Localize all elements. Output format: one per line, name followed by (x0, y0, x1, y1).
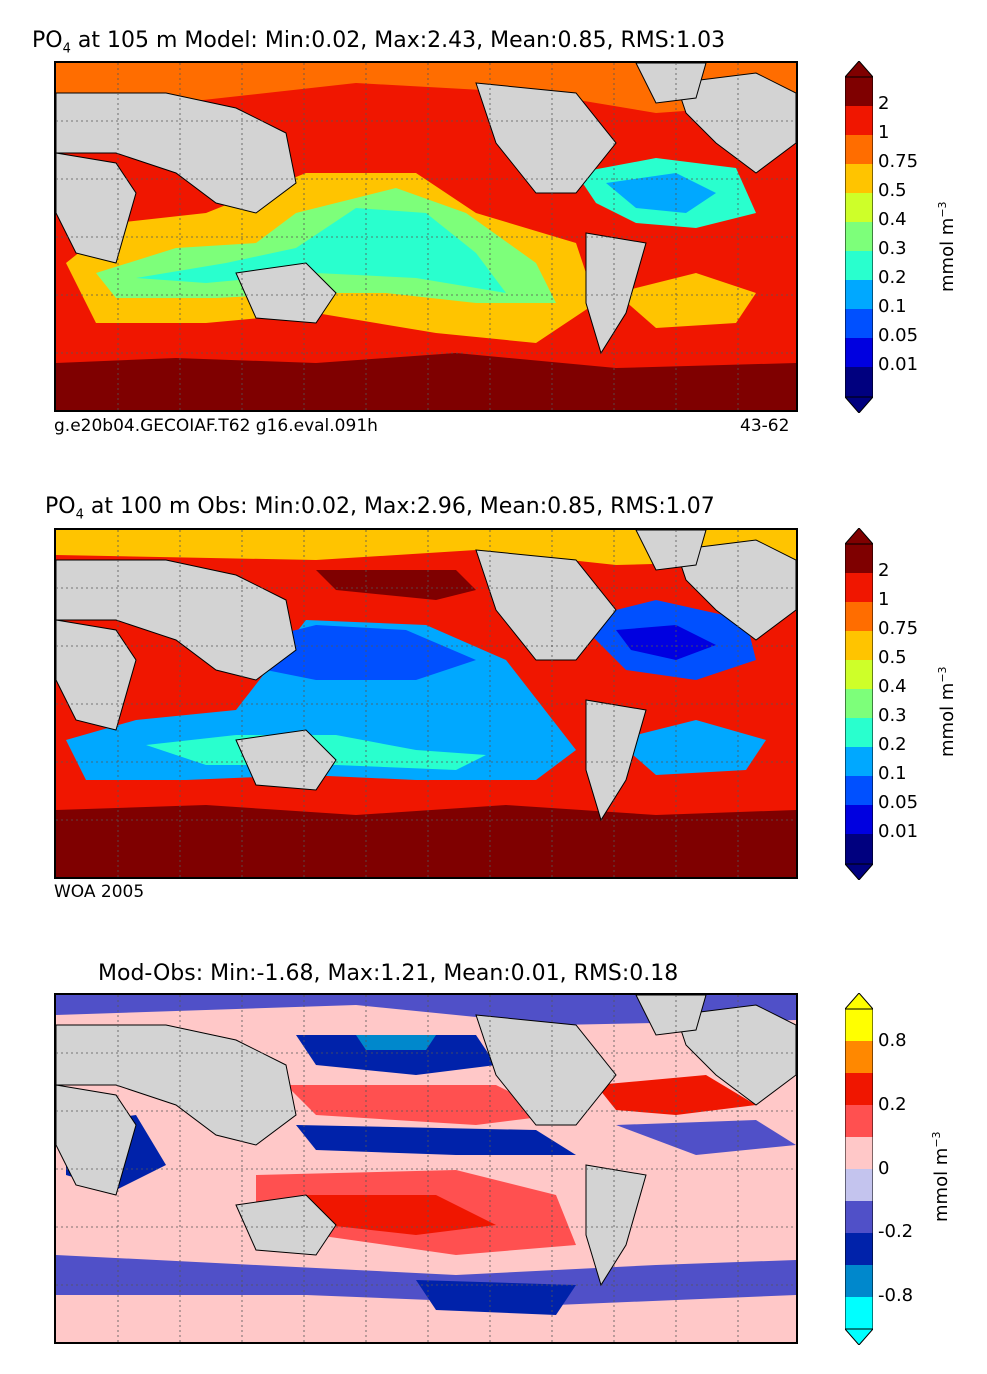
panel1-tick: 0.5 (878, 180, 907, 201)
panel2-tick: 0.01 (878, 821, 919, 842)
south-atlantic-gyre (616, 720, 766, 775)
north-america-land (475, 82, 617, 194)
north-pacific-high (316, 570, 476, 600)
graticule (56, 63, 796, 410)
north-pacific-negative (296, 1035, 496, 1075)
panel2-tick: 0.4 (878, 676, 907, 697)
south-america-land (585, 232, 647, 355)
panel1-tick: 1 (878, 122, 890, 143)
greenland-land (635, 995, 707, 1036)
north-america-land (475, 1014, 617, 1126)
panel3-tick: -0.2 (878, 1221, 914, 1242)
panel2-tick: 0.3 (878, 705, 907, 726)
south-atlantic-gyre (616, 273, 756, 328)
panel2-unit-label: mmol m−3 (936, 666, 958, 757)
panel1-tick: 2 (878, 93, 890, 114)
panel2-tick: 0.75 (878, 618, 919, 639)
panel2-tick: 2 (878, 560, 890, 581)
panel1-colorbar (845, 61, 873, 413)
panel2-tick: 1 (878, 589, 890, 610)
panel1-tick: 0.05 (878, 325, 919, 346)
panel2-colorbar (845, 528, 873, 880)
panel3-difference-map (54, 993, 798, 1344)
panel3-unit-label: mmol m−3 (930, 1131, 952, 1222)
southern-strong (416, 1280, 576, 1315)
panel3-tick: -0.8 (878, 1285, 914, 1306)
atlantic-core (616, 625, 716, 660)
arctic-band (56, 63, 796, 113)
atlantic-core (606, 173, 716, 213)
panel2-tick: 0.05 (878, 792, 919, 813)
africa-land (56, 619, 137, 731)
panel3-title: Mod-Obs: Min:-1.68, Max:1.21, Mean:0.01,… (98, 961, 679, 986)
panel1-unit-label: mmol m−3 (936, 201, 958, 292)
europe-africa-land (675, 1004, 796, 1106)
panel1-case-label: g.e20b04.GECOIAF.T62 g16.eval.091h (54, 416, 378, 436)
graticule (56, 995, 796, 1342)
panel1-tick: 0.3 (878, 238, 907, 259)
europe-africa-land (675, 72, 796, 174)
panel3-colorbar (845, 993, 873, 1345)
asia-land (56, 559, 297, 681)
panel1-tick: 0.01 (878, 354, 919, 375)
panel2-obs-map (54, 528, 798, 879)
panel1-tick: 0.75 (878, 151, 919, 172)
panel2-tick: 0.5 (878, 647, 907, 668)
greenland-land (635, 63, 707, 104)
south-america-land (585, 699, 647, 822)
graticule (56, 530, 796, 877)
equatorial-negative (296, 1125, 576, 1155)
panel2-tick: 0.1 (878, 763, 907, 784)
europe-africa-land (675, 539, 796, 641)
panel1-tick: 0.2 (878, 267, 907, 288)
panel2-source-label: WOA 2005 (54, 882, 145, 902)
north-pacific-positive (286, 1085, 556, 1125)
australia-land (235, 1194, 337, 1256)
panel1-tick: 0.4 (878, 209, 907, 230)
panel3-tick: 0.2 (878, 1094, 907, 1115)
southern-band (56, 353, 796, 410)
south-america-land (585, 1164, 647, 1287)
panel3-tick: 0 (878, 1158, 890, 1179)
asia-land (56, 92, 297, 214)
greenland-land (635, 530, 707, 571)
panel2-tick: 0.2 (878, 734, 907, 755)
panel1-tick: 0.1 (878, 296, 907, 317)
atlantic-negative (616, 1120, 796, 1155)
africa-land (56, 152, 137, 264)
southern-band (56, 805, 796, 877)
arctic-band (56, 530, 796, 565)
panel3-tick: 0.8 (878, 1030, 907, 1051)
panel1-model-map (54, 61, 798, 412)
australia-land (235, 262, 337, 324)
south-pacific-strong (306, 1195, 496, 1235)
australia-land (235, 729, 337, 791)
panel1-title: PO4 at 105 m Model: Min:0.02, Max:2.43, … (32, 28, 726, 57)
arctic-band (56, 995, 796, 1025)
north-pacific-core (256, 625, 476, 680)
gyre-core (136, 208, 506, 293)
asia-land (56, 1024, 297, 1146)
panel2-title: PO4 at 100 m Obs: Min:0.02, Max:2.96, Me… (45, 494, 715, 523)
north-america-land (475, 549, 617, 661)
africa-land (56, 1084, 137, 1196)
panel1-years-label: 43-62 (740, 416, 790, 436)
north-pacific-strong (356, 1035, 436, 1050)
